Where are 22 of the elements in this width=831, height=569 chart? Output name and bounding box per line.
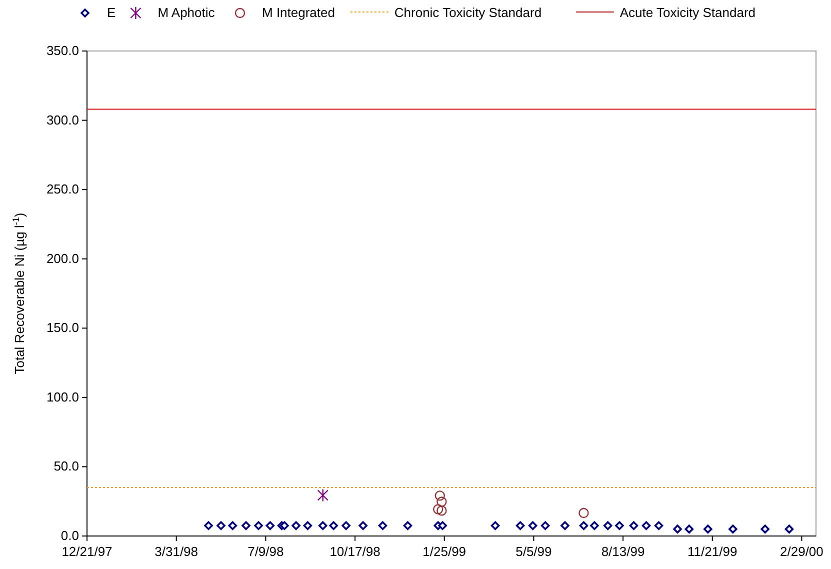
x-tick-label: 8/13/99	[601, 544, 645, 559]
x-tick-label: 2/29/00	[780, 544, 824, 559]
x-tick-label: 3/31/98	[154, 544, 198, 559]
x-tick-label: 12/21/97	[62, 544, 112, 559]
x-tick-label: 11/21/99	[688, 544, 738, 559]
y-tick-label: 300.0	[46, 112, 79, 128]
y-tick-label: 250.0	[46, 182, 79, 197]
y-tick-label: 200.0	[46, 250, 79, 266]
legend-label: Chronic Toxicity Standard	[394, 5, 542, 20]
y-tick-label: 50.0	[54, 458, 79, 474]
legend-label: Acute Toxicity Standard	[620, 5, 756, 20]
x-tick-label: 1/25/99	[422, 544, 466, 559]
y-tick-label: 0.0	[60, 528, 79, 543]
y-tick-label: 150.0	[46, 320, 79, 336]
x-tick-label: 10/17/98	[330, 544, 380, 559]
y-tick-label: 100.0	[46, 389, 79, 404]
x-tick-label: 5/5/99	[516, 544, 552, 559]
y-tick-label: 350.0	[46, 43, 79, 58]
x-tick-label: 7/9/98	[248, 544, 284, 559]
legend-label: M Aphotic	[158, 5, 216, 20]
legend-label: M Integrated	[262, 5, 335, 20]
legend-label: E	[107, 5, 116, 20]
